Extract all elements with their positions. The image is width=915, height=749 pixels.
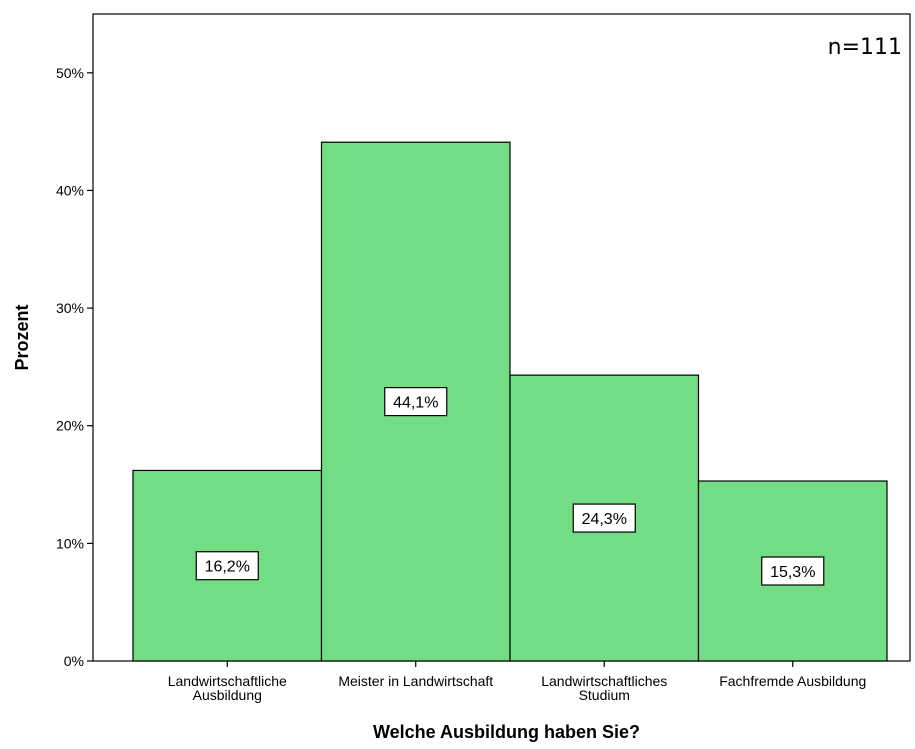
data-label-box (761, 556, 825, 586)
data-label: 15,3% (770, 564, 815, 581)
x-tick-label: Fachfremde Ausbildung (719, 673, 866, 689)
x-axis: Landwirtschaftliche Ausbildung Meister in … (168, 661, 866, 703)
data-label-box (572, 503, 636, 533)
y-tick-label: 50% (56, 65, 84, 81)
sample-size-annotation: n=111 (828, 35, 902, 60)
x-tick-label: Landwirtschaftliches Studium (541, 673, 667, 703)
data-label-box (195, 551, 259, 581)
y-tick-label: 20% (56, 418, 84, 434)
x-axis-title: Welche Ausbildung haben Sie? (373, 722, 640, 742)
x-tick-label: Meister in Landwirtschaft (338, 673, 493, 689)
bar (132, 469, 323, 662)
y-axis-title: Prozent (12, 304, 32, 370)
y-axis: 0% 10% 20% 30% 40% 50% (56, 65, 93, 669)
data-label: 24,3% (582, 511, 627, 528)
x-tick-label: Landwirtschaftliche Ausbildung (168, 673, 287, 703)
bars: 16,2% 44,1% 24,3% 15,3% (132, 141, 888, 662)
data-label: 44,1% (393, 395, 438, 412)
y-tick-label: 10% (56, 535, 84, 551)
y-tick-label: 0% (64, 653, 84, 669)
data-label: 16,2% (205, 559, 250, 576)
y-tick-label: 40% (56, 182, 84, 198)
y-tick-label: 30% (56, 300, 84, 316)
data-label-box (384, 387, 448, 417)
